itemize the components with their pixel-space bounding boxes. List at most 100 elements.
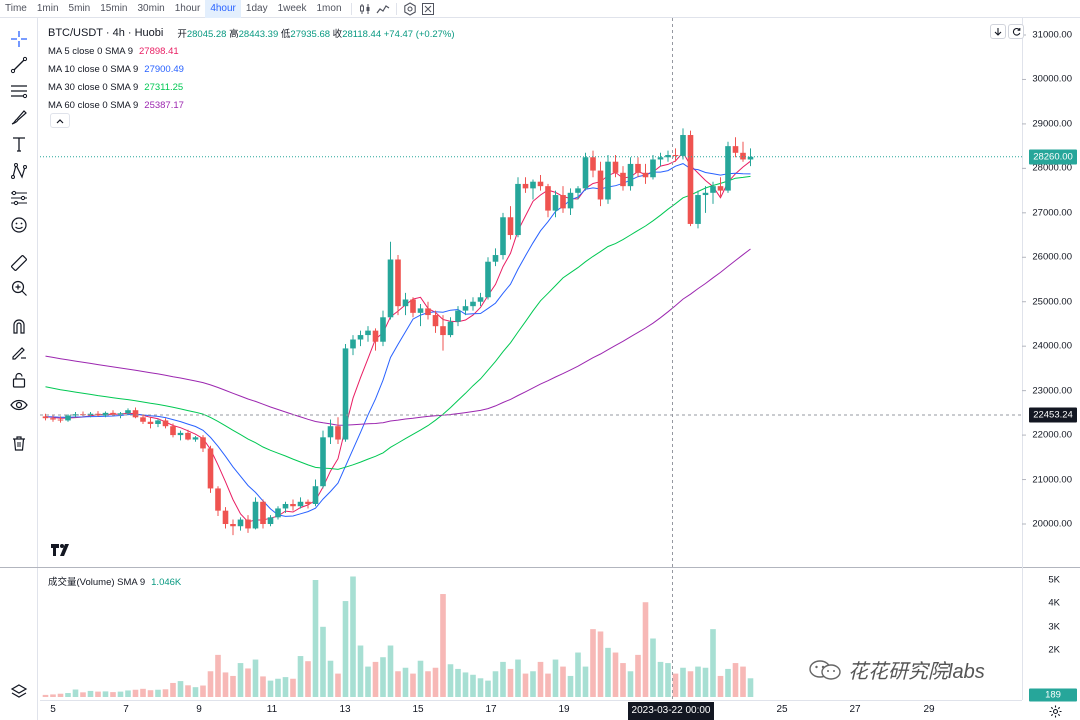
settings-icon[interactable] bbox=[401, 0, 419, 18]
tradingview-logo bbox=[48, 540, 74, 560]
candle-body bbox=[170, 426, 176, 436]
candle-body bbox=[185, 432, 191, 440]
timeframe-30min[interactable]: 30min bbox=[137, 2, 165, 14]
volume-bar bbox=[80, 692, 86, 697]
timeframe-4hour[interactable]: 4hour bbox=[205, 0, 241, 18]
candle-body bbox=[680, 135, 686, 156]
ruler-icon[interactable] bbox=[7, 252, 31, 274]
volume-legend[interactable]: 成交量(Volume) SMA 9 1.046K bbox=[48, 574, 181, 588]
candle-body bbox=[447, 321, 454, 336]
ma5-legend[interactable]: MA 5 close 0 SMA 9 27898.41 bbox=[48, 42, 455, 60]
timeframe-1min[interactable]: 1min bbox=[36, 2, 59, 14]
fullscreen-icon[interactable] bbox=[419, 0, 437, 18]
candle-body bbox=[342, 348, 349, 440]
volume-bar bbox=[207, 671, 214, 697]
volume-bar bbox=[260, 676, 266, 697]
crosshair-icon[interactable] bbox=[7, 28, 31, 50]
time-tick: 7 bbox=[123, 704, 129, 715]
change-value: +74.47 (+0.27%) bbox=[383, 29, 455, 40]
volume-bar bbox=[410, 673, 416, 697]
volume-bar bbox=[710, 629, 716, 697]
volume-bar bbox=[185, 685, 191, 697]
magnet-icon[interactable] bbox=[7, 315, 31, 337]
candle-body bbox=[365, 330, 371, 336]
time-tick: 9 bbox=[196, 704, 202, 715]
eye-icon[interactable] bbox=[7, 394, 31, 416]
chevron-up-icon bbox=[56, 118, 64, 123]
trend-line-icon[interactable] bbox=[7, 54, 31, 76]
volume-tick: 2K bbox=[1048, 644, 1060, 656]
volume-bar bbox=[642, 602, 649, 697]
ma30-legend[interactable]: MA 30 close 0 SMA 9 27311.25 bbox=[48, 78, 455, 96]
drawing-toolbar bbox=[0, 18, 38, 720]
volume-bar bbox=[665, 663, 671, 697]
lock-icon[interactable] bbox=[7, 369, 31, 391]
timeframe-1hour[interactable]: 1hour bbox=[174, 2, 201, 14]
top-toolbar: Time 1min 5min 15min 30min 1hour 4hour 1… bbox=[0, 0, 1080, 18]
volume-bar bbox=[605, 647, 611, 697]
timeframe-1week[interactable]: 1week bbox=[277, 2, 307, 14]
indicators-icon[interactable] bbox=[374, 0, 392, 18]
volume-bar bbox=[267, 680, 274, 697]
trash-icon[interactable] bbox=[7, 432, 31, 454]
price-tick: 23000.00 bbox=[1032, 385, 1072, 397]
timeframe-1day[interactable]: 1day bbox=[245, 2, 268, 14]
candle-style-icon[interactable] bbox=[356, 0, 374, 18]
volume-bar bbox=[95, 691, 101, 697]
zoom-in-icon[interactable] bbox=[7, 277, 31, 299]
volume-bar bbox=[612, 652, 619, 697]
ma60-label: MA 60 close 0 SMA 9 bbox=[48, 99, 139, 111]
volume-bar bbox=[732, 663, 739, 697]
price-tick: 31000.00 bbox=[1032, 29, 1072, 41]
volume-bar bbox=[492, 671, 499, 697]
volume-bar bbox=[290, 678, 296, 697]
ma10-legend[interactable]: MA 10 close 0 SMA 9 27900.49 bbox=[48, 60, 455, 78]
candle-body bbox=[177, 432, 184, 436]
candle-body bbox=[357, 335, 364, 340]
candle-body bbox=[50, 418, 56, 420]
draw-mode-icon[interactable] bbox=[7, 341, 31, 363]
layers-icon[interactable] bbox=[7, 681, 31, 703]
collapse-legend-button[interactable] bbox=[50, 113, 70, 128]
volume-bar bbox=[275, 678, 281, 697]
ma60-value: 25387.17 bbox=[144, 99, 184, 111]
ma60-line bbox=[45, 248, 751, 426]
volume-bar bbox=[470, 674, 476, 697]
scroll-down-button[interactable] bbox=[990, 24, 1006, 39]
candle-body bbox=[612, 161, 619, 173]
candle-body bbox=[620, 172, 626, 187]
forecast-icon[interactable] bbox=[7, 187, 31, 209]
high-value: 28443.39 bbox=[238, 29, 279, 40]
candle-body bbox=[237, 519, 244, 527]
candle-body bbox=[500, 217, 506, 256]
candle-body bbox=[702, 192, 709, 196]
volume-bar bbox=[102, 691, 109, 697]
price-tick: 20000.00 bbox=[1032, 518, 1072, 530]
brush-icon[interactable] bbox=[7, 106, 31, 128]
pattern-icon[interactable] bbox=[7, 160, 31, 182]
horizontal-lines-icon[interactable] bbox=[7, 80, 31, 102]
emoji-icon[interactable] bbox=[7, 214, 31, 236]
reset-chart-button[interactable] bbox=[1008, 24, 1024, 39]
volume-bar bbox=[582, 666, 589, 697]
timeframe-time[interactable]: Time bbox=[5, 2, 27, 14]
candle-body bbox=[740, 152, 746, 160]
axis-settings-icon[interactable] bbox=[1047, 702, 1063, 720]
timeframe-15min[interactable]: 15min bbox=[100, 2, 128, 14]
candle-body bbox=[522, 183, 529, 189]
candle-body bbox=[395, 259, 401, 307]
symbol-title[interactable]: BTC/USDT · 4h · Huobi bbox=[48, 27, 164, 39]
timeframe-1mon[interactable]: 1mon bbox=[316, 2, 342, 14]
candle-body bbox=[597, 170, 604, 200]
candle-body bbox=[650, 159, 656, 178]
candle-body bbox=[132, 410, 139, 418]
volume-bar bbox=[695, 666, 701, 697]
volume-bar bbox=[222, 672, 229, 697]
timeframe-5min[interactable]: 5min bbox=[68, 2, 91, 14]
ma30-value: 27311.25 bbox=[144, 81, 184, 93]
text-tool-icon[interactable] bbox=[7, 133, 31, 155]
candle-body bbox=[350, 339, 356, 349]
ma60-legend[interactable]: MA 60 close 0 SMA 9 25387.17 bbox=[48, 96, 455, 114]
volume-bar bbox=[350, 576, 356, 697]
volume-bar bbox=[702, 667, 709, 697]
